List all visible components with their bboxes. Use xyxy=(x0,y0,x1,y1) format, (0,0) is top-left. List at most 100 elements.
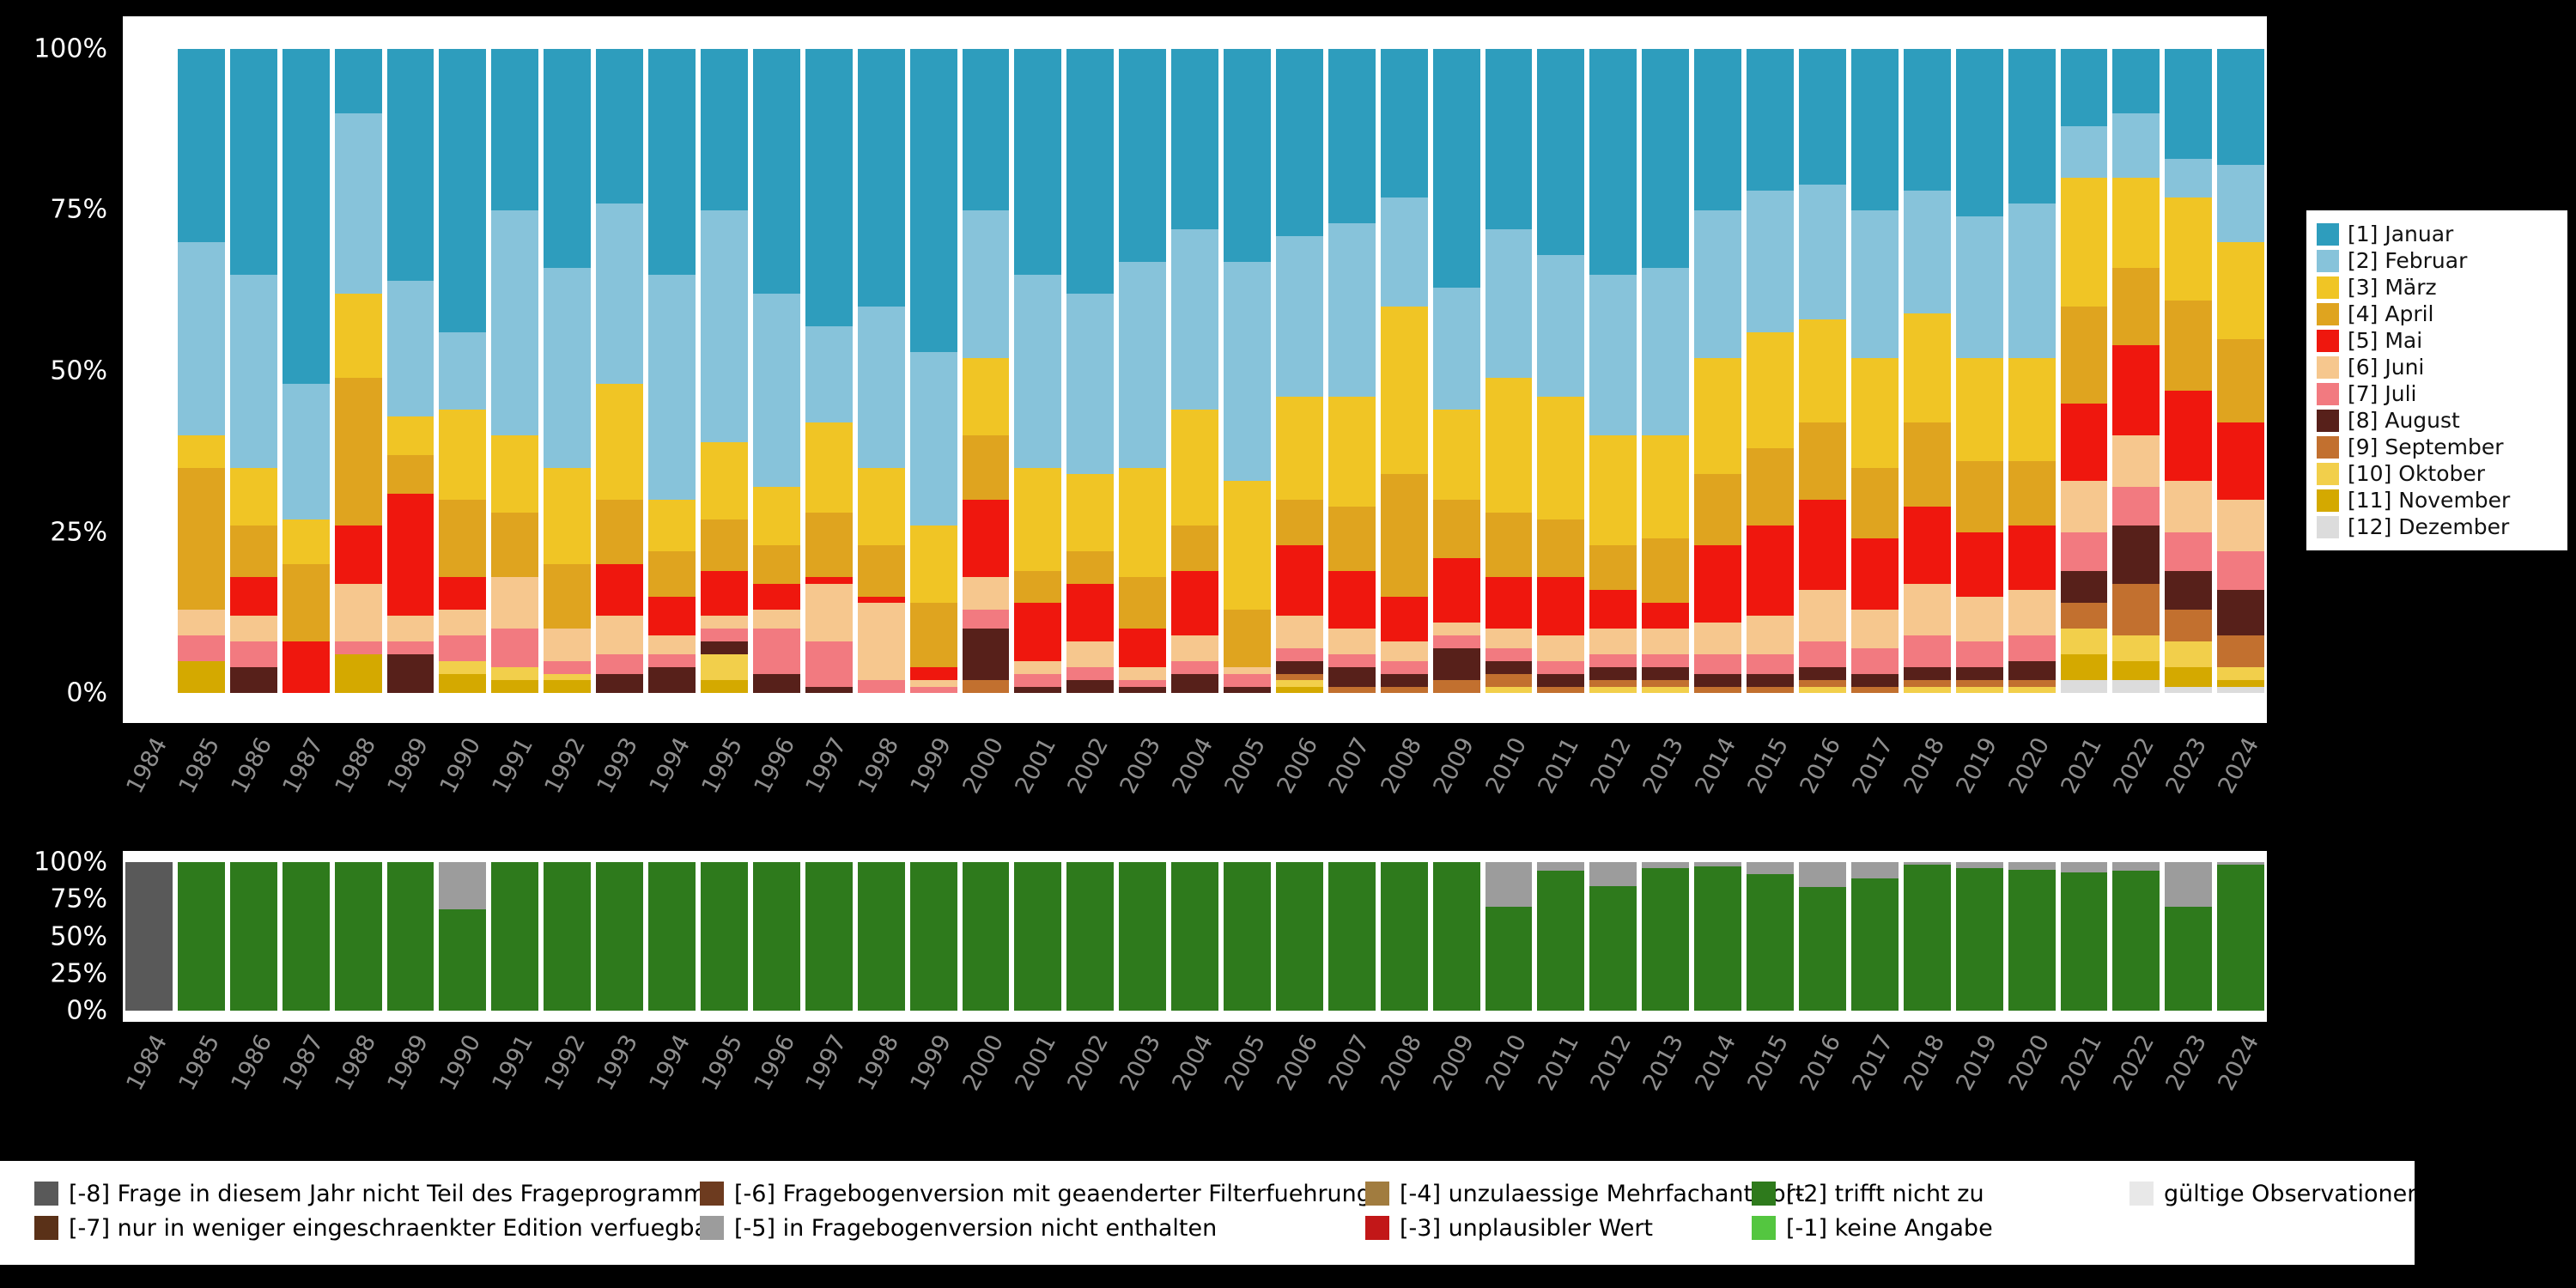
bar-segment xyxy=(962,49,1010,210)
bar-segment xyxy=(1955,686,2003,693)
bar-segment xyxy=(125,862,173,1011)
bar-segment xyxy=(386,641,434,654)
bar-segment xyxy=(229,667,277,693)
stacked-bar-2014 xyxy=(1694,862,1742,1011)
bar-segment xyxy=(2008,204,2056,358)
bar-segment xyxy=(1485,686,1533,693)
bar-segment xyxy=(909,667,957,680)
bar-segment xyxy=(386,281,434,416)
bar-slot-2021 xyxy=(2058,49,2111,693)
x-tick-label-2021: 2021 xyxy=(2056,733,2108,799)
bar-segment xyxy=(1066,583,1115,641)
bar-segment xyxy=(1642,654,1690,667)
bar-segment xyxy=(1119,862,1167,1011)
x-tick-label-2024: 2024 xyxy=(2213,1030,2264,1096)
bar-segment xyxy=(962,862,1010,1011)
bar-segment xyxy=(1275,862,1323,1011)
bar-segment xyxy=(2217,49,2265,165)
bar-segment xyxy=(491,513,539,577)
bar-segment xyxy=(1850,467,1899,538)
stacked-bar-2015 xyxy=(1747,49,1794,693)
x-tick-label-1993: 1993 xyxy=(592,733,643,799)
bar-segment xyxy=(1589,274,1637,435)
legend-item: [-4] unzulaessige Mehrfachantwort xyxy=(1365,1176,1804,1211)
bar-segment xyxy=(334,641,382,654)
bar-segment xyxy=(439,500,487,577)
bar-segment xyxy=(334,654,382,693)
bar-segment xyxy=(857,603,905,680)
stacked-bar-1988 xyxy=(334,862,382,1011)
x-tick-label-2011: 2011 xyxy=(1533,733,1585,799)
bar-segment xyxy=(2060,603,2108,629)
bar-segment xyxy=(282,49,330,384)
legend-swatch xyxy=(2317,462,2339,485)
bar-segment xyxy=(1537,862,1585,872)
bar-segment xyxy=(1903,680,1951,687)
bar-segment xyxy=(491,862,539,1011)
bar-segment xyxy=(752,544,800,584)
bar-segment xyxy=(2008,635,2056,661)
bar-segment xyxy=(1850,49,1899,210)
bar-segment xyxy=(1955,49,2003,216)
bar-segment xyxy=(439,862,487,910)
bar-segment xyxy=(1955,667,2003,680)
bar-slot-1990 xyxy=(436,862,489,1011)
bar-segment xyxy=(2060,403,2108,481)
bar-segment xyxy=(805,577,853,584)
x-tick-label-2021: 2021 xyxy=(2056,1030,2108,1096)
bar-segment xyxy=(1485,660,1533,674)
bar-segment xyxy=(1903,862,1951,866)
bar-segment xyxy=(439,635,487,661)
bar-segment xyxy=(2060,862,2108,873)
bar-segment xyxy=(1903,635,1951,667)
legend-item: [11] November xyxy=(2317,487,2557,513)
bar-segment xyxy=(700,641,748,654)
x-tick-label-2001: 2001 xyxy=(1010,1030,1062,1096)
stacked-bar-2012 xyxy=(1589,862,1637,1011)
bar-slot-1998 xyxy=(855,862,908,1011)
x-tick-label-2022: 2022 xyxy=(2108,733,2160,799)
stacked-bar-2005 xyxy=(1224,862,1271,1011)
bar-segment xyxy=(1275,673,1323,680)
bar-segment xyxy=(2008,526,2056,590)
bar-segment xyxy=(439,673,487,693)
bar-segment xyxy=(1850,609,1899,648)
bar-segment xyxy=(2217,165,2265,242)
bar-segment xyxy=(1694,474,1742,545)
stacked-bar-1986 xyxy=(229,49,277,693)
bar-segment xyxy=(1642,435,1690,538)
stacked-bar-1989 xyxy=(386,862,434,1011)
bar-segment xyxy=(1119,680,1167,687)
stacked-bar-2004 xyxy=(1171,862,1219,1011)
bar-segment xyxy=(648,500,696,551)
bar-segment xyxy=(1694,654,1742,674)
month-legend: [1] Januar [2] Februar [3] März [4] April [5… xyxy=(2306,210,2567,550)
bar-segment xyxy=(544,862,592,1011)
y-tick-label: 0% xyxy=(66,677,107,708)
bar-segment xyxy=(2165,197,2213,301)
bar-segment xyxy=(1850,210,1899,358)
legend-label: [-3] unplausibler Wert xyxy=(1400,1214,1654,1242)
bar-segment xyxy=(282,519,330,564)
legend-swatch xyxy=(2317,409,2339,432)
bar-slot-1997 xyxy=(803,862,855,1011)
bar-segment xyxy=(1589,49,1637,275)
bar-segment xyxy=(491,210,539,435)
stacked-bar-2018 xyxy=(1903,49,1951,693)
bar-segment xyxy=(1642,603,1690,629)
bar-segment xyxy=(1589,544,1637,590)
bar-segment xyxy=(1903,506,1951,584)
bar-slot-2019 xyxy=(1953,49,2006,693)
bar-segment xyxy=(1327,862,1376,1011)
legend-swatch xyxy=(2317,302,2339,325)
bar-segment xyxy=(909,49,957,352)
legend-item: [2] Februar xyxy=(2317,247,2557,274)
bar-segment xyxy=(1642,268,1690,435)
bar-segment xyxy=(648,667,696,693)
bar-segment xyxy=(2217,667,2265,680)
stacked-bar-1998 xyxy=(857,862,905,1011)
bar-segment xyxy=(2008,862,2056,870)
bar-segment xyxy=(1955,532,2003,597)
bar-segment xyxy=(962,210,1010,358)
bar-segment xyxy=(2060,680,2108,693)
